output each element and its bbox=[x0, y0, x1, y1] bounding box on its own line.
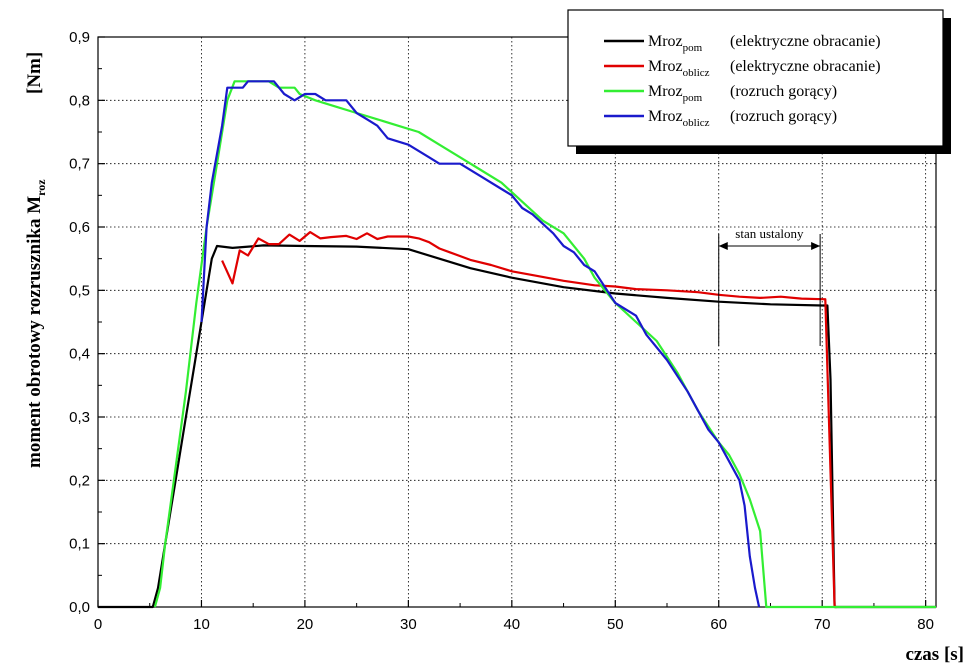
legend-label-2: Mrozoblicz bbox=[648, 58, 710, 79]
x-tick-label: 50 bbox=[607, 616, 624, 633]
x-tick-label: 70 bbox=[814, 616, 831, 633]
annotations: stan ustalony bbox=[718, 226, 821, 346]
annotation-arrowhead-right bbox=[811, 242, 821, 250]
x-axis-label: czas [s] bbox=[905, 644, 964, 665]
y-tick-label: 0,9 bbox=[69, 29, 90, 46]
x-tick-label: 60 bbox=[710, 616, 727, 633]
y-tick-label: 0,1 bbox=[69, 536, 90, 553]
y-tick-label: 0,3 bbox=[69, 409, 90, 426]
annotation-label: stan ustalony bbox=[735, 226, 804, 241]
series-line-4 bbox=[200, 80, 761, 608]
y-tick-label: 0,4 bbox=[69, 346, 90, 363]
y-tick-label: 0,6 bbox=[69, 219, 90, 236]
legend: Mrozpom (elektryczne obracanie) Mrozoblicz… bbox=[567, 9, 951, 154]
legend-label-1: Mrozpom bbox=[648, 33, 703, 54]
legend-box bbox=[567, 9, 944, 147]
axis-ticks: 0 10 20 30 40 50 60 70 80 0,0 0,1 0,2 0,3 0,4 0,5 0,6 0,… bbox=[69, 29, 934, 633]
legend-label-4: Mrozoblicz bbox=[648, 108, 710, 129]
y-tick-label: 0,7 bbox=[69, 156, 90, 173]
y-tick-label: 0,2 bbox=[69, 472, 90, 489]
legend-label-3: Mrozpom bbox=[648, 83, 703, 104]
x-tick-label: 0 bbox=[94, 616, 102, 633]
y-axis-unit: [Nm] bbox=[24, 52, 45, 94]
x-tick-label: 40 bbox=[503, 616, 520, 633]
legend-desc-4: (rozruch gorący) bbox=[730, 108, 837, 125]
x-tick-label: 20 bbox=[297, 616, 314, 633]
x-tick-label: 10 bbox=[193, 616, 210, 633]
y-tick-label: 0,5 bbox=[69, 282, 90, 299]
annotation-arrowhead-left bbox=[718, 242, 728, 250]
y-axis-label-main: moment obrotowy rozrusznika M bbox=[24, 196, 45, 468]
legend-desc-3: (rozruch gorący) bbox=[730, 83, 837, 100]
y-tick-label: 0,0 bbox=[69, 599, 90, 616]
series-line-1 bbox=[98, 244, 936, 609]
y-axis-label: moment obrotowy rozrusznika Mroz bbox=[24, 179, 48, 468]
y-axis-label-sub: roz bbox=[34, 179, 48, 196]
series-line-2 bbox=[221, 231, 837, 609]
x-tick-label: 30 bbox=[400, 616, 417, 633]
y-tick-label: 0,8 bbox=[69, 92, 90, 109]
legend-desc-2: (elektryczne obracanie) bbox=[730, 58, 881, 75]
series-lines bbox=[98, 80, 936, 609]
legend-desc-1: (elektryczne obracanie) bbox=[730, 33, 881, 50]
x-tick-label: 80 bbox=[917, 616, 934, 633]
